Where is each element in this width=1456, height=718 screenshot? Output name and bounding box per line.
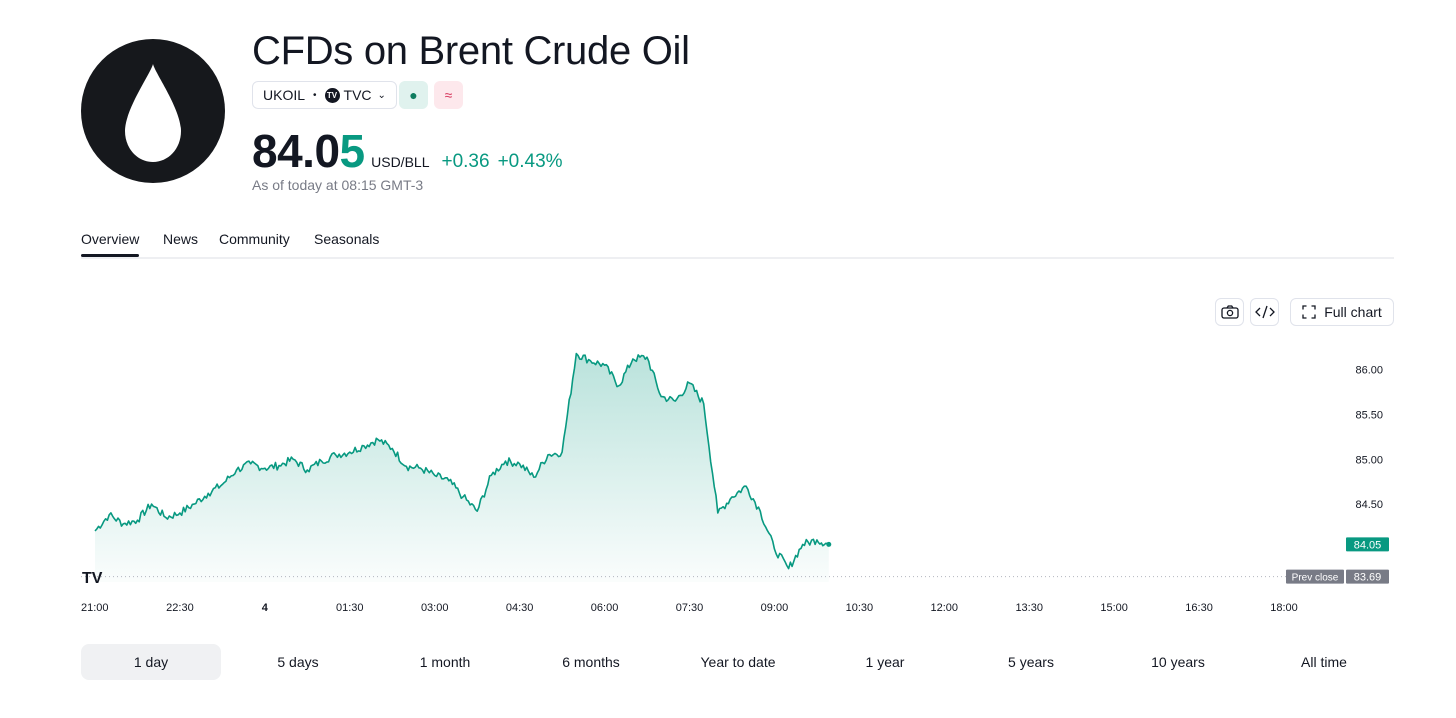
prev-close-tag-label: Prev close xyxy=(1292,573,1339,584)
exchange-logo-icon: TV xyxy=(324,87,340,103)
y-tick-label: 85.00 xyxy=(1355,454,1383,466)
indicator-button[interactable]: ≈ xyxy=(434,81,463,109)
y-tick-label: 86.00 xyxy=(1355,365,1383,377)
range-10-years-button[interactable]: 10 years xyxy=(1151,654,1205,670)
code-icon xyxy=(1254,305,1275,319)
x-tick-label: 07:30 xyxy=(676,602,704,614)
price-currency: USD/BLL xyxy=(371,154,430,170)
page-title: CFDs on Brent Crude Oil xyxy=(252,29,690,73)
last-price-label: 84.05 xyxy=(1354,539,1382,551)
y-tick-label: 84.50 xyxy=(1355,499,1383,511)
full-chart-button[interactable]: Full chart xyxy=(1290,298,1394,326)
x-tick-label: 06:00 xyxy=(591,602,619,614)
prev-close-tag-box xyxy=(1286,569,1344,584)
tab-bar: Overview News Community Seasonals xyxy=(81,231,1394,259)
range-1-month-button[interactable]: 1 month xyxy=(419,654,471,670)
x-tick-label: 21:00 xyxy=(81,602,109,614)
oil-drop-icon xyxy=(125,64,181,162)
range-5-years-button[interactable]: 5 years xyxy=(1008,654,1054,670)
price-area-fill xyxy=(95,353,829,582)
tab-community[interactable]: Community xyxy=(219,231,290,247)
x-tick-label: 4 xyxy=(262,602,269,614)
x-tick-label: 09:00 xyxy=(761,602,789,614)
x-tick-label: 04:30 xyxy=(506,602,534,614)
x-tick-label: 13:30 xyxy=(1015,602,1043,614)
range-5-days-button[interactable]: 5 days xyxy=(277,654,319,670)
y-tick-label: 85.50 xyxy=(1355,409,1383,421)
x-tick-label: 10:30 xyxy=(846,602,874,614)
x-tick-label: 22:30 xyxy=(166,602,194,614)
price-row: 84.0 5 USD/BLL +0.36 +0.43% xyxy=(252,124,563,178)
chevron-down-icon: ⌄ xyxy=(377,89,386,101)
range-ytd-button[interactable]: Year to date xyxy=(700,654,776,670)
range-6-months-button[interactable]: 6 months xyxy=(562,654,620,670)
prev-close-value-box xyxy=(1346,569,1389,584)
price-change-abs: +0.36 xyxy=(441,151,490,172)
exchange-label: TVC xyxy=(343,87,372,103)
symbol-exchange-selector[interactable]: UKOIL • TV TVC ⌄ xyxy=(252,81,397,109)
market-status-button[interactable]: ● xyxy=(399,81,428,109)
symbol-label: UKOIL xyxy=(263,87,306,103)
range-1-year-button[interactable]: 1 year xyxy=(865,654,905,670)
price-change-pct: +0.43% xyxy=(497,151,563,172)
fullscreen-icon xyxy=(1302,305,1316,319)
x-tick-label: 16:30 xyxy=(1185,602,1213,614)
symbol-logo xyxy=(81,39,225,183)
x-tick-label: 12:00 xyxy=(931,602,959,614)
x-tick-label: 18:00 xyxy=(1270,602,1298,614)
market-open-icon: ● xyxy=(409,87,418,103)
camera-icon xyxy=(1220,305,1239,319)
price-series-line xyxy=(94,352,830,570)
range-all-time-button[interactable]: All time xyxy=(1301,654,1347,670)
tab-overview[interactable]: Overview xyxy=(81,231,140,257)
tradingview-watermark: TV xyxy=(82,570,103,587)
x-tick-label: 03:00 xyxy=(421,602,449,614)
last-price-point xyxy=(826,541,832,547)
full-chart-label: Full chart xyxy=(1324,304,1382,320)
range-1-day-button[interactable]: 1 day xyxy=(81,644,221,680)
time-range-selector: 1 day 5 days 1 month 6 months Year to da… xyxy=(81,644,1394,680)
prev-close-value-label: 83.69 xyxy=(1354,572,1382,584)
approx-icon: ≈ xyxy=(444,87,453,103)
price-last-digit: 5 xyxy=(339,125,366,177)
embed-button[interactable] xyxy=(1250,298,1279,326)
separator-dot: • xyxy=(313,89,317,101)
tab-seasonals[interactable]: Seasonals xyxy=(314,231,380,247)
as-of-timestamp: As of today at 08:15 GMT-3 xyxy=(252,177,424,193)
last-price-box xyxy=(1346,537,1389,552)
x-tick-label: 01:30 xyxy=(336,602,364,614)
tab-news[interactable]: News xyxy=(163,231,199,247)
x-tick-label: 15:00 xyxy=(1100,602,1128,614)
snapshot-button[interactable] xyxy=(1215,298,1244,326)
price-main: 84.0 xyxy=(252,125,340,177)
